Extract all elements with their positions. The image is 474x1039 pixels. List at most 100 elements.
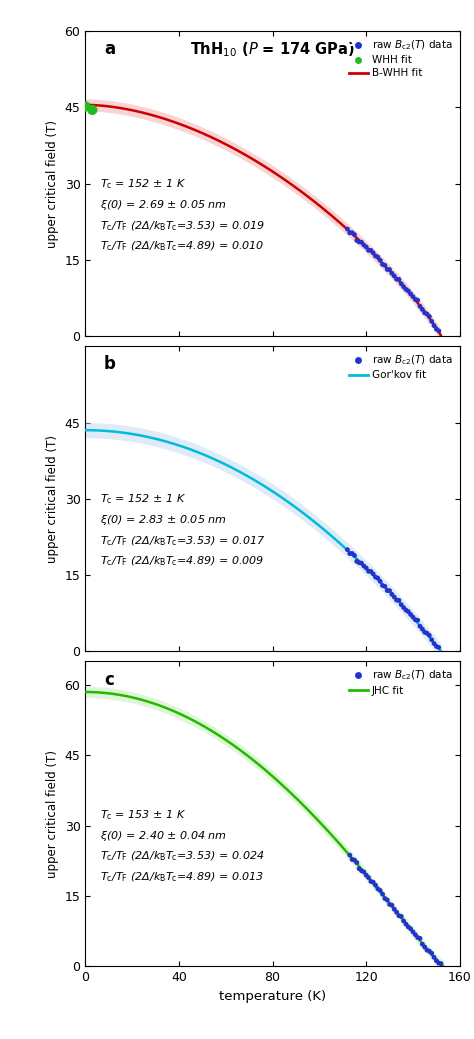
Y-axis label: upper critical field (T): upper critical field (T) xyxy=(46,434,59,563)
Point xyxy=(393,904,401,921)
Point xyxy=(360,558,368,575)
Point xyxy=(430,635,438,651)
Text: c: c xyxy=(104,670,114,689)
Point xyxy=(379,578,386,594)
Point xyxy=(372,568,379,585)
Point xyxy=(400,278,407,295)
Point xyxy=(362,560,370,577)
Point xyxy=(395,271,403,288)
Point xyxy=(372,247,379,264)
Point xyxy=(411,291,419,308)
Point xyxy=(423,305,431,322)
Point xyxy=(407,921,414,937)
Legend: raw $\mathit{B}_{\rm c2}$($\mathit{T}$) data, WHH fit, B-WHH fit: raw $\mathit{B}_{\rm c2}$($\mathit{T}$) … xyxy=(345,34,456,82)
Point xyxy=(404,283,412,299)
Point xyxy=(351,548,358,564)
Point xyxy=(381,257,389,273)
Point xyxy=(435,955,443,971)
Point xyxy=(356,555,363,571)
Point xyxy=(374,569,382,586)
Point xyxy=(372,877,379,894)
Point xyxy=(351,852,358,869)
Point xyxy=(391,589,398,606)
Point xyxy=(360,863,368,880)
Point xyxy=(433,638,440,655)
Text: $\mathit{T}_{\rm c}$ = 153 ± 1 K
$\xi$(0) = 2.40 ± 0.04 nm
$\mathit{T}_{\rm c}$/: $\mathit{T}_{\rm c}$ = 153 ± 1 K $\xi$(0… xyxy=(100,807,265,883)
Point xyxy=(351,227,358,243)
Point xyxy=(376,882,384,899)
Point xyxy=(346,847,354,863)
Point xyxy=(404,604,412,620)
Point xyxy=(379,886,386,903)
Point xyxy=(89,102,96,118)
Point xyxy=(398,596,405,613)
Point xyxy=(433,321,440,338)
Point xyxy=(386,896,393,912)
Point xyxy=(400,600,407,616)
Point xyxy=(426,942,433,959)
X-axis label: temperature (K): temperature (K) xyxy=(219,990,326,1003)
Point xyxy=(419,620,426,637)
Point xyxy=(383,891,391,908)
Point xyxy=(437,955,445,971)
Point xyxy=(360,237,368,254)
Text: a: a xyxy=(104,41,115,58)
Point xyxy=(435,322,443,339)
Point xyxy=(393,271,401,288)
Point xyxy=(379,256,386,272)
Point xyxy=(400,912,407,929)
Point xyxy=(421,938,428,955)
Point xyxy=(414,612,421,629)
Point xyxy=(411,927,419,943)
Point xyxy=(358,234,365,250)
Legend: raw $\mathit{B}_{\rm c2}$($\mathit{T}$) data, JHC fit: raw $\mathit{B}_{\rm c2}$($\mathit{T}$) … xyxy=(345,665,456,699)
Point xyxy=(346,545,354,562)
Point xyxy=(346,224,354,241)
Point xyxy=(386,261,393,277)
Point xyxy=(409,289,417,305)
Point xyxy=(414,292,421,309)
Point xyxy=(362,867,370,883)
Point xyxy=(362,239,370,256)
Point xyxy=(365,870,372,886)
Point xyxy=(356,234,363,250)
Point xyxy=(428,632,436,648)
Point xyxy=(430,317,438,334)
Point xyxy=(426,628,433,644)
Point xyxy=(353,553,361,569)
Text: $\mathit{T}_{\rm c}$ = 152 ± 1 K
$\xi$(0) = 2.83 ± 0.05 nm
$\mathit{T}_{\rm c}$/: $\mathit{T}_{\rm c}$ = 152 ± 1 K $\xi$(0… xyxy=(100,492,265,568)
Point xyxy=(409,924,417,940)
Point xyxy=(376,252,384,269)
Point xyxy=(369,565,377,582)
Point xyxy=(416,618,424,635)
Point xyxy=(414,929,421,945)
Y-axis label: upper critical field (T): upper critical field (T) xyxy=(46,119,59,247)
Point xyxy=(383,582,391,598)
Point xyxy=(358,862,365,879)
Point xyxy=(367,873,374,889)
Point xyxy=(402,281,410,297)
Point xyxy=(416,930,424,947)
Point xyxy=(430,949,438,965)
Point xyxy=(82,98,89,114)
Point xyxy=(391,268,398,285)
Point xyxy=(356,860,363,877)
Point xyxy=(348,545,356,562)
Point xyxy=(388,265,396,282)
Point xyxy=(395,907,403,924)
Point xyxy=(398,275,405,292)
Point xyxy=(407,286,414,302)
Point xyxy=(381,890,389,907)
Point xyxy=(369,874,377,890)
Point xyxy=(411,611,419,628)
Point xyxy=(367,242,374,259)
Point xyxy=(409,609,417,625)
Text: $\mathit{T}_{\rm c}$ = 152 ± 1 K
$\xi$(0) = 2.69 ± 0.05 nm
$\mathit{T}_{\rm c}$/: $\mathit{T}_{\rm c}$ = 152 ± 1 K $\xi$(0… xyxy=(100,178,265,254)
Point xyxy=(383,261,391,277)
Point xyxy=(353,232,361,248)
Point xyxy=(344,541,351,558)
Point xyxy=(428,944,436,961)
Point xyxy=(395,592,403,609)
Y-axis label: upper critical field (T): upper critical field (T) xyxy=(46,750,59,878)
Point xyxy=(426,309,433,325)
